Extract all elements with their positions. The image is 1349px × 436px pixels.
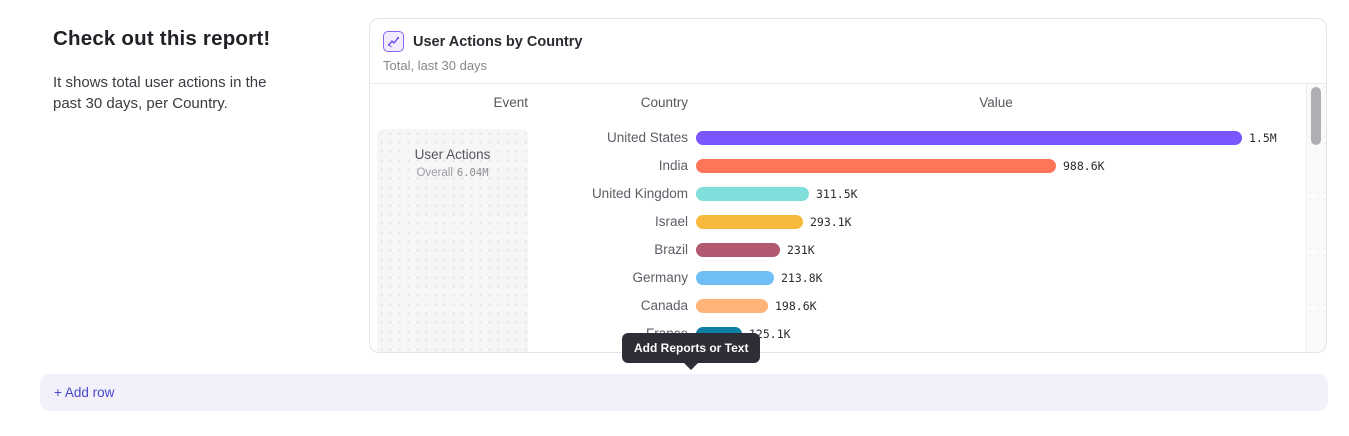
bar-value-label: 198.6K [775, 299, 817, 313]
bar-category-label: Germany [632, 270, 688, 285]
bar-category-label: Brazil [654, 242, 688, 257]
bar-value-label: 311.5K [816, 187, 858, 201]
bar-value-label: 1.5M [1249, 131, 1277, 145]
chart-row: United States 1.5M [370, 124, 1326, 152]
column-header-country: Country [640, 95, 688, 110]
report-subtitle: Total, last 30 days [383, 58, 488, 73]
chart-row: Germany 213.8K [370, 264, 1326, 292]
intro-section: Check out this report! It shows total us… [53, 27, 303, 115]
event-overall-value: 6.04M [456, 167, 489, 179]
bar-value-label: 293.1K [810, 215, 852, 229]
add-row-button[interactable]: + Add row [40, 374, 1328, 411]
chart-scrollbar-track[interactable] [1306, 84, 1326, 352]
report-table: Event Country Value User Actions Overall… [370, 84, 1326, 352]
event-overall-label: Overall [416, 167, 453, 179]
bar [696, 159, 1056, 173]
event-name: User Actions [414, 147, 491, 162]
bar-category-label: India [658, 158, 688, 173]
bar-category-label: United Kingdom [591, 186, 688, 201]
bar-category-label: Israel [654, 214, 688, 229]
page-description: It shows total user actions in the past … [53, 74, 267, 113]
chart-row: India 988.6K [370, 152, 1326, 180]
page-title: Check out this report! [53, 27, 271, 50]
bar [696, 299, 768, 313]
bar-value-label: 231K [787, 243, 815, 257]
add-row-label: + Add row [54, 385, 115, 400]
bar [696, 215, 803, 229]
chart-row: Israel 293.1K [370, 208, 1326, 236]
bar [696, 131, 1242, 145]
chart-scrollbar-thumb[interactable] [1311, 87, 1321, 145]
chart-row: Canada 198.6K [370, 292, 1326, 320]
column-header-value: Value [979, 95, 1013, 110]
bar [696, 243, 780, 257]
tooltip-label: Add Reports or Text [634, 341, 749, 355]
report-card-header: User Actions by Country Total, last 30 d… [370, 19, 1326, 84]
line-chart-icon [383, 31, 404, 52]
event-overall: Overall 6.04M [377, 167, 528, 179]
column-header-event: Event [493, 95, 528, 110]
report-card[interactable]: User Actions by Country Total, last 30 d… [369, 18, 1327, 353]
chart-row: Brazil 231K [370, 236, 1326, 264]
bar-category-label: United States [606, 130, 688, 145]
chart-row: United Kingdom 311.5K [370, 180, 1326, 208]
tooltip-arrow [683, 362, 700, 370]
chart-row: France125.1K [370, 320, 1326, 348]
bar-value-label: 988.6K [1063, 159, 1105, 173]
event-cell: User Actions Overall 6.04M [377, 129, 528, 352]
bar-value-label: 213.8K [781, 271, 823, 285]
bar [696, 271, 774, 285]
bar [696, 187, 809, 201]
add-reports-tooltip: Add Reports or Text [622, 333, 761, 370]
report-title: User Actions by Country [413, 33, 583, 50]
bar-category-label: Canada [640, 298, 688, 313]
bar-chart: United States 1.5M India 988.6K United Kingd… [370, 84, 1326, 352]
